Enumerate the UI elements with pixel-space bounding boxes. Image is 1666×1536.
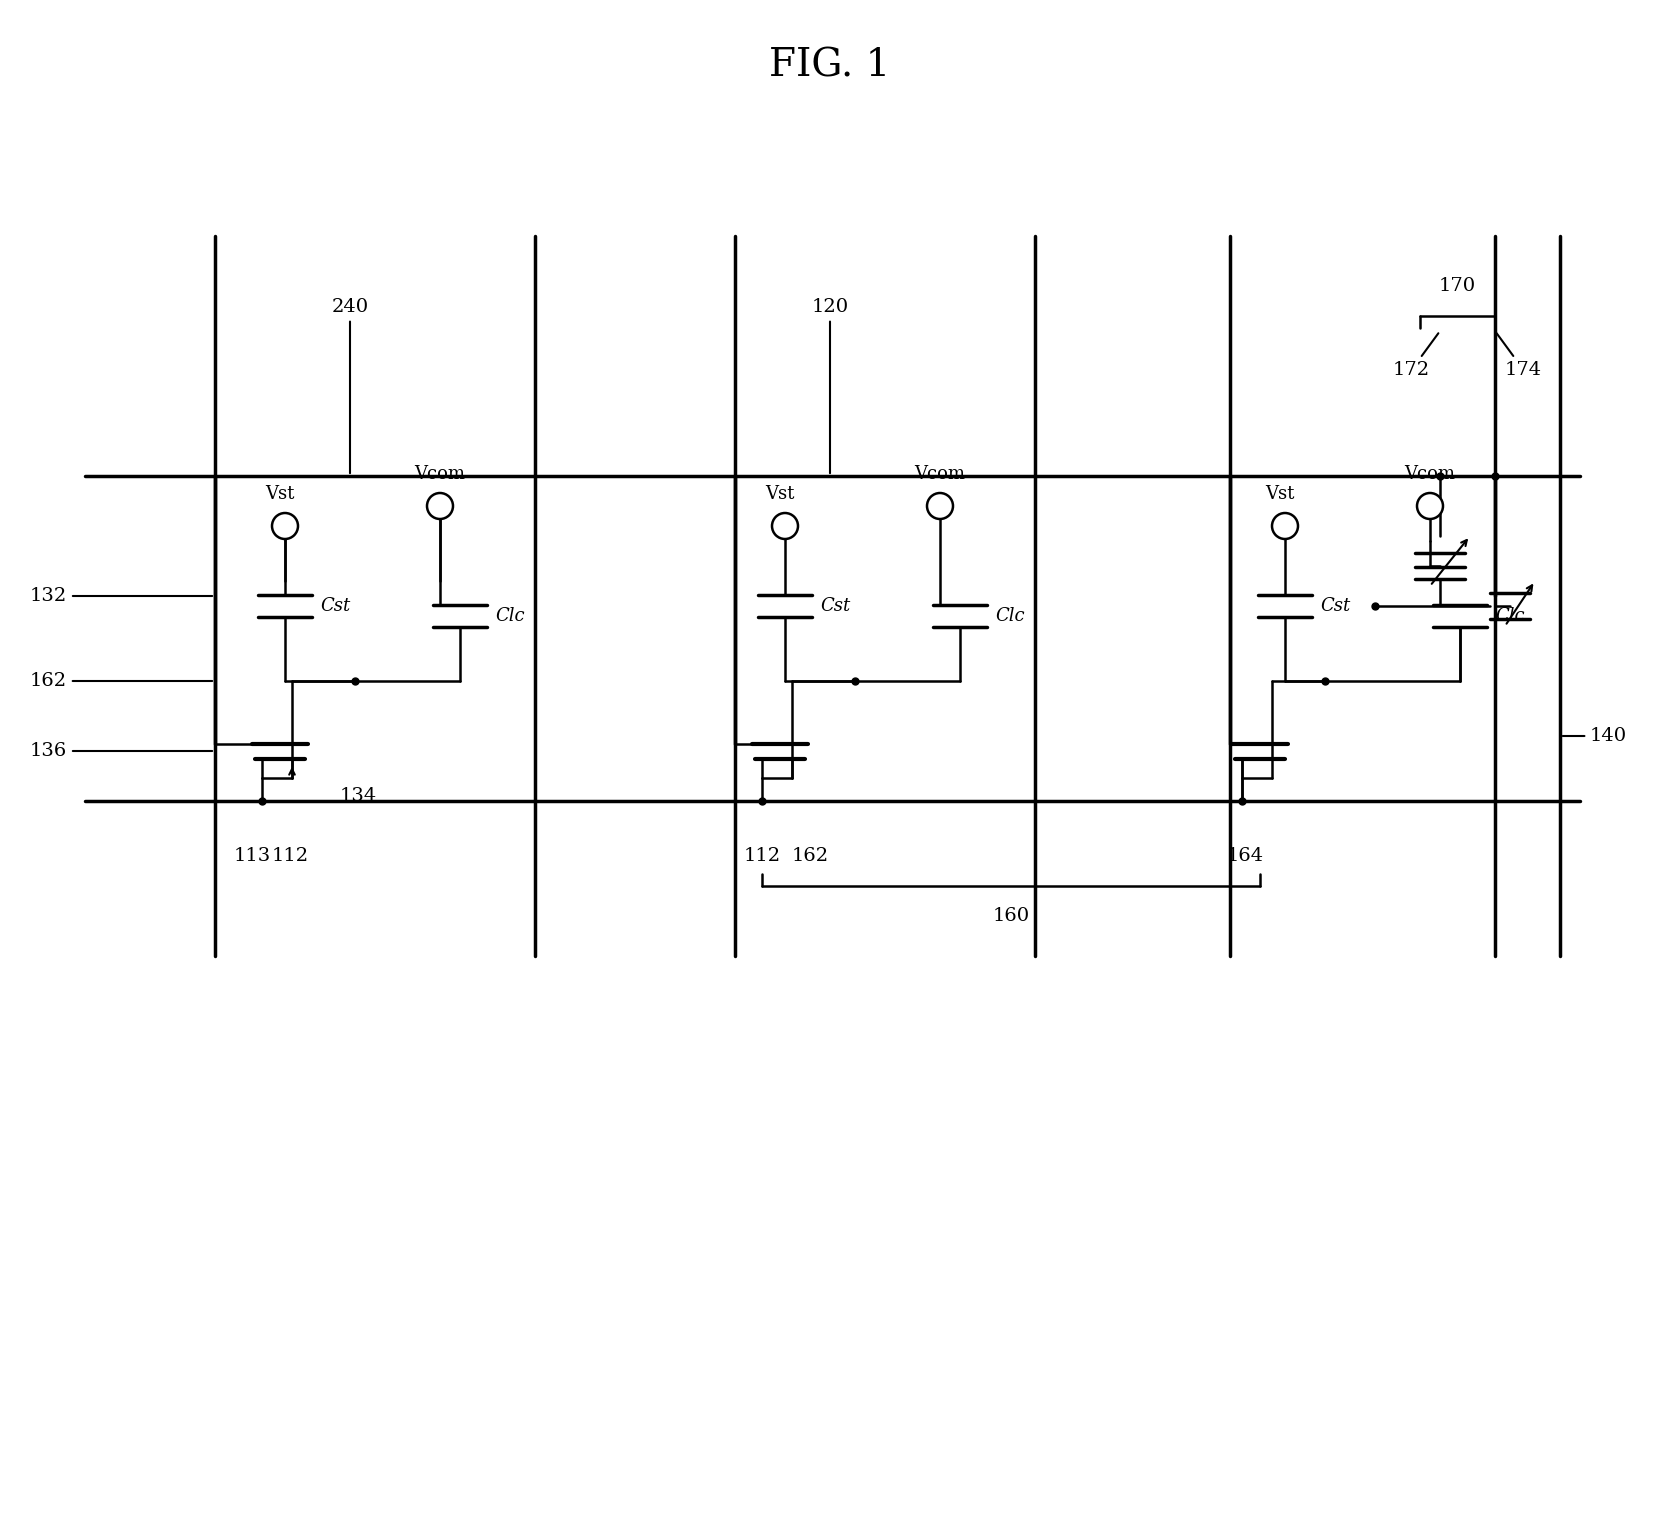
Circle shape — [272, 513, 298, 539]
Text: Vst: Vst — [765, 485, 795, 502]
Circle shape — [1418, 493, 1443, 519]
Text: Cst: Cst — [1319, 598, 1349, 614]
Text: 240: 240 — [332, 298, 368, 473]
Text: 112: 112 — [743, 846, 781, 865]
Text: 162: 162 — [791, 846, 828, 865]
Text: 112: 112 — [272, 846, 308, 865]
Text: 174: 174 — [1496, 333, 1543, 379]
Circle shape — [426, 493, 453, 519]
Text: Clc: Clc — [995, 607, 1025, 625]
Text: Vcom: Vcom — [415, 465, 465, 482]
Text: 172: 172 — [1393, 333, 1438, 379]
Text: Vst: Vst — [265, 485, 295, 502]
Circle shape — [1273, 513, 1298, 539]
Text: Vcom: Vcom — [915, 465, 966, 482]
Text: Clc: Clc — [1494, 607, 1524, 625]
Text: Cst: Cst — [820, 598, 850, 614]
Text: 136: 136 — [30, 742, 212, 760]
Text: Cst: Cst — [320, 598, 350, 614]
Text: 140: 140 — [1563, 727, 1628, 745]
Text: 132: 132 — [30, 587, 212, 605]
Text: 162: 162 — [30, 673, 212, 690]
Text: 134: 134 — [340, 786, 377, 805]
Text: 113: 113 — [233, 846, 270, 865]
Text: Vcom: Vcom — [1404, 465, 1456, 482]
Text: 160: 160 — [993, 906, 1030, 925]
Text: Vst: Vst — [1264, 485, 1294, 502]
Text: 170: 170 — [1439, 276, 1476, 295]
Circle shape — [926, 493, 953, 519]
Text: 164: 164 — [1226, 846, 1263, 865]
Text: 120: 120 — [811, 298, 848, 473]
Text: FIG. 1: FIG. 1 — [770, 48, 891, 84]
Circle shape — [771, 513, 798, 539]
Text: Clc: Clc — [495, 607, 525, 625]
